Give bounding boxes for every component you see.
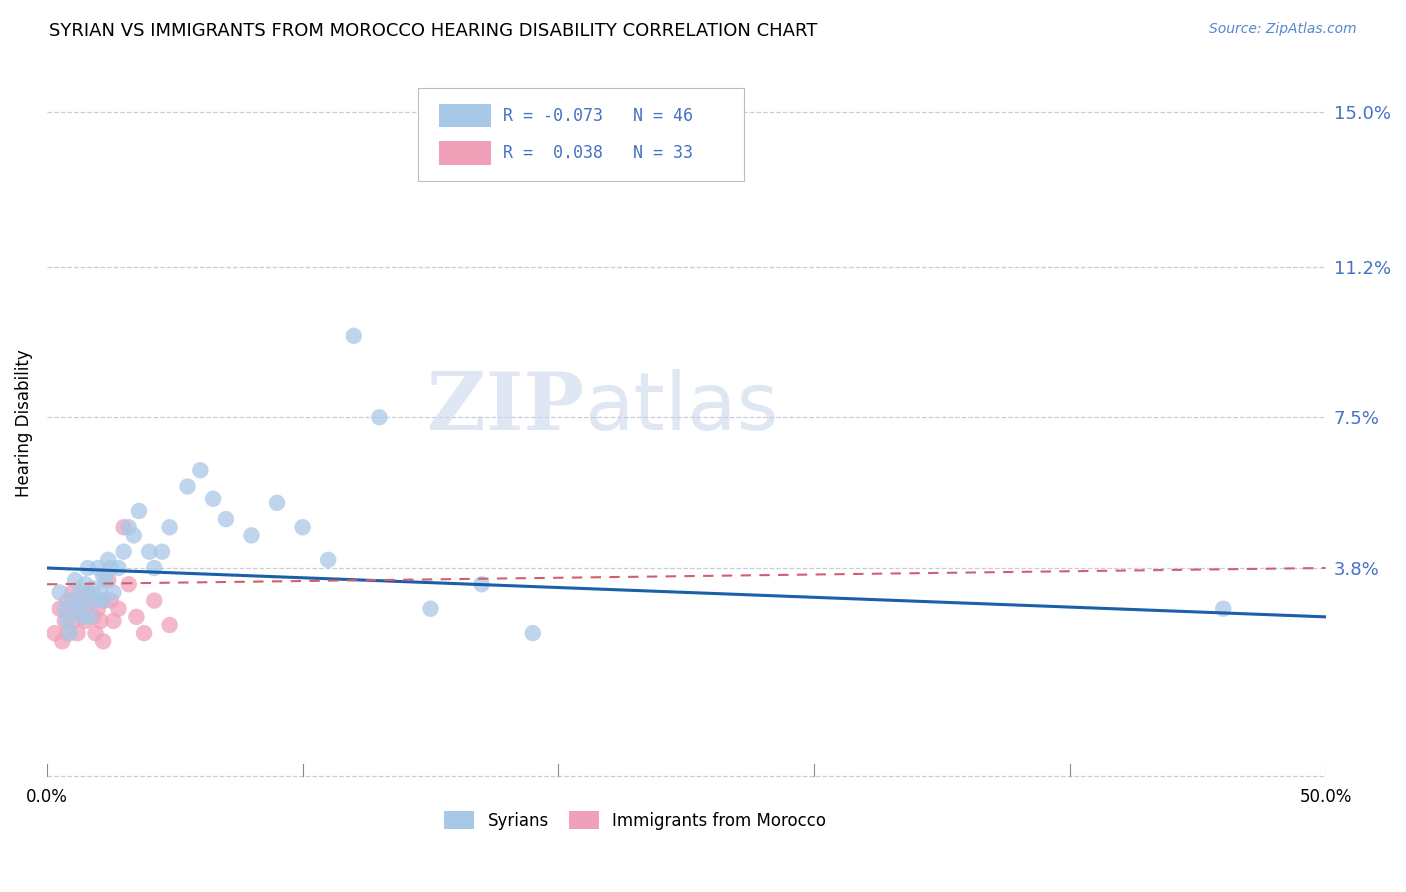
- Point: [91, 634, 114, 648]
- Point: [202, 491, 225, 506]
- Point: [97, 573, 120, 587]
- Point: [118, 520, 141, 534]
- Point: [69, 593, 91, 607]
- Y-axis label: Hearing Disability: Hearing Disability: [15, 350, 32, 497]
- Point: [100, 593, 122, 607]
- Point: [53, 601, 76, 615]
- Text: 50.0%: 50.0%: [1299, 788, 1351, 806]
- Point: [125, 610, 148, 624]
- Point: [132, 626, 155, 640]
- Point: [100, 561, 122, 575]
- Point: [90, 585, 112, 599]
- Point: [150, 544, 173, 558]
- Point: [522, 626, 544, 640]
- Point: [215, 512, 238, 526]
- Text: SYRIAN VS IMMIGRANTS FROM MOROCCO HEARING DISABILITY CORRELATION CHART: SYRIAN VS IMMIGRANTS FROM MOROCCO HEARIN…: [49, 22, 817, 40]
- Point: [1212, 601, 1234, 615]
- Point: [48, 585, 70, 599]
- Point: [87, 561, 110, 575]
- Text: R = -0.073   N = 46: R = -0.073 N = 46: [503, 106, 693, 125]
- Point: [76, 585, 98, 599]
- Point: [107, 561, 129, 575]
- Point: [72, 610, 94, 624]
- Point: [91, 593, 114, 607]
- Point: [56, 626, 79, 640]
- Point: [128, 504, 150, 518]
- Text: ZIP: ZIP: [427, 369, 583, 448]
- Point: [112, 544, 135, 558]
- Point: [62, 585, 84, 599]
- Point: [87, 601, 110, 615]
- Point: [62, 593, 84, 607]
- Point: [75, 614, 97, 628]
- Point: [240, 528, 263, 542]
- Point: [56, 593, 79, 607]
- Point: [91, 569, 114, 583]
- FancyBboxPatch shape: [440, 103, 491, 128]
- Point: [75, 601, 97, 615]
- Point: [368, 410, 391, 425]
- Point: [159, 618, 181, 632]
- Text: R =  0.038   N = 33: R = 0.038 N = 33: [503, 144, 693, 161]
- Point: [63, 573, 86, 587]
- Point: [72, 610, 94, 624]
- Point: [343, 328, 366, 343]
- Point: [53, 614, 76, 628]
- Text: 0.0%: 0.0%: [25, 788, 67, 806]
- Point: [59, 626, 82, 640]
- Point: [48, 601, 70, 615]
- Point: [122, 528, 145, 542]
- Point: [107, 601, 129, 615]
- Point: [176, 479, 198, 493]
- Point: [471, 577, 494, 591]
- Point: [69, 585, 91, 599]
- FancyBboxPatch shape: [418, 88, 744, 181]
- Point: [59, 601, 82, 615]
- Point: [84, 626, 107, 640]
- Text: Source: ZipAtlas.com: Source: ZipAtlas.com: [1209, 22, 1357, 37]
- Point: [91, 593, 114, 607]
- Point: [118, 577, 141, 591]
- Point: [79, 593, 101, 607]
- Point: [56, 614, 79, 628]
- Point: [159, 520, 181, 534]
- Point: [90, 614, 112, 628]
- Text: atlas: atlas: [583, 369, 779, 448]
- Point: [76, 561, 98, 575]
- Point: [75, 593, 97, 607]
- Point: [291, 520, 314, 534]
- Point: [266, 496, 288, 510]
- Point: [44, 626, 66, 640]
- Point: [103, 585, 125, 599]
- Legend: Syrians, Immigrants from Morocco: Syrians, Immigrants from Morocco: [437, 805, 832, 836]
- Point: [66, 601, 89, 615]
- Point: [62, 614, 84, 628]
- Point: [97, 553, 120, 567]
- Point: [143, 593, 166, 607]
- Point: [82, 610, 104, 624]
- Point: [66, 626, 89, 640]
- Point: [79, 610, 101, 624]
- Point: [63, 601, 86, 615]
- Point: [419, 601, 441, 615]
- Point: [112, 520, 135, 534]
- Point: [316, 553, 339, 567]
- Point: [51, 634, 73, 648]
- Point: [143, 561, 166, 575]
- Point: [138, 544, 160, 558]
- FancyBboxPatch shape: [440, 141, 491, 165]
- Point: [188, 463, 211, 477]
- Point: [84, 593, 107, 607]
- Point: [82, 582, 104, 596]
- Point: [94, 573, 117, 587]
- Point: [75, 577, 97, 591]
- Point: [103, 614, 125, 628]
